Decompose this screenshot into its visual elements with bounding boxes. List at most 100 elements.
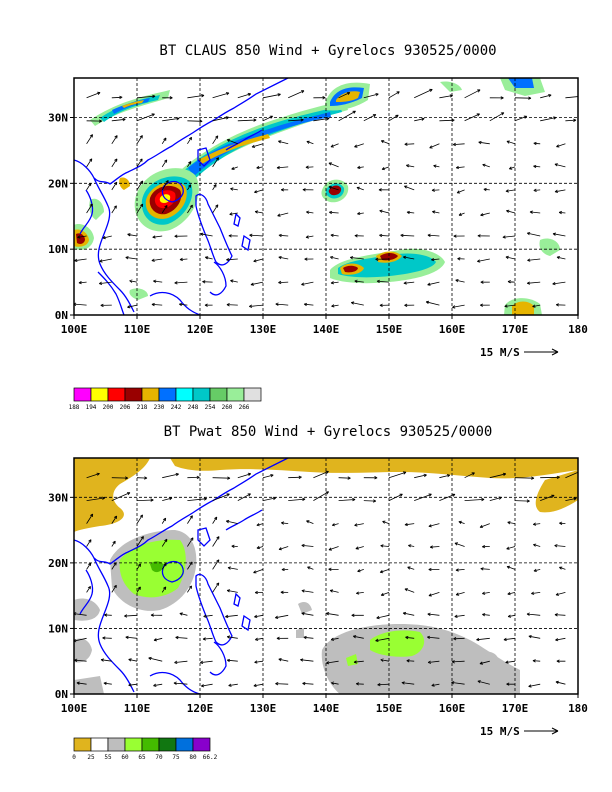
wind-vector (178, 302, 188, 307)
wind-vector (302, 681, 314, 686)
wind-vector (477, 680, 490, 685)
wind-vectors (74, 470, 578, 688)
wind-vector (253, 683, 264, 688)
wind-vector (489, 472, 507, 479)
axis-ticks: 100E 110E 120E 130E 140E 150E 160E 170E 180 0N 10N… (48, 491, 588, 715)
wind-vector (161, 562, 167, 570)
wind-vector (431, 188, 440, 192)
wind-vector (432, 210, 440, 214)
wind-vector (380, 140, 390, 145)
lon-label: 160E (439, 702, 466, 715)
wind-vector (161, 517, 167, 524)
wind-vector (86, 513, 94, 524)
wind-vector (136, 476, 148, 480)
wind-vector (301, 543, 314, 548)
lon-label: 150E (376, 323, 403, 336)
wind-vector (379, 233, 390, 238)
colorbar: 188 194 200 206 218 230 242 248 254 260 266 (69, 387, 262, 411)
wind-vector (226, 658, 238, 663)
wind-vector (305, 165, 314, 169)
wind-vector (330, 143, 339, 148)
wind-vector (381, 166, 390, 171)
wind-vector (86, 134, 93, 145)
wind-vector (375, 257, 390, 261)
colorbar-swatch (226, 387, 245, 402)
wind-vector (153, 279, 163, 283)
wind-vector (74, 302, 87, 306)
wind-vector (559, 521, 566, 525)
wind-vector (86, 472, 100, 479)
wind-vector (302, 188, 314, 192)
wind-vector (136, 203, 144, 214)
wind-vector (452, 304, 465, 309)
wind-vector (187, 497, 208, 501)
lon-label: 100E (61, 323, 88, 336)
wind-vector (351, 613, 364, 617)
wind-vector (78, 280, 87, 285)
wind-vector (504, 304, 516, 308)
wind-vector (514, 96, 532, 100)
scale-key: 15 M/S (480, 346, 559, 359)
wind-vector (262, 496, 277, 501)
wind-vector (338, 110, 356, 122)
wind-vector (248, 304, 264, 308)
wind-vector (256, 165, 264, 170)
wind-vector (254, 590, 264, 595)
wind-vector (406, 659, 415, 663)
wind-vector (354, 234, 364, 238)
wind-vector (253, 569, 264, 574)
wind-vector (531, 591, 541, 595)
wind-vector (76, 681, 87, 685)
colorbar-label: 188 (69, 404, 80, 411)
wind-vector (454, 614, 465, 618)
wind-vector (230, 279, 238, 283)
wind-vector (276, 636, 289, 640)
wind-vector (532, 659, 541, 663)
wind-vector (231, 544, 238, 548)
wind-vector (503, 637, 516, 642)
wind-vector (280, 521, 289, 525)
wind-vector (477, 258, 490, 263)
colorbar-label: 25 (87, 754, 95, 761)
colorbar-swatch (73, 737, 92, 752)
wind-vector (253, 258, 264, 263)
wind-vector (554, 613, 566, 617)
wind-vector (237, 118, 257, 122)
wind-vector (528, 635, 541, 639)
wind-vector (212, 559, 220, 570)
wind-vector (151, 258, 163, 262)
wind-vector (212, 92, 230, 99)
colorbar-swatch (192, 737, 211, 752)
wind-vector (526, 281, 541, 285)
wind-vector (256, 545, 264, 550)
wind-vector (506, 682, 516, 686)
wind-vector (540, 116, 557, 122)
wind-vector (301, 589, 314, 593)
lat-label: 30N (48, 112, 68, 125)
scale-label: 15 M/S (480, 346, 520, 359)
wind-vector (507, 521, 516, 525)
wind-vector (477, 234, 490, 238)
wind-vector (226, 589, 238, 593)
wind-vector (124, 614, 138, 618)
lon-label: 150E (376, 702, 403, 715)
wind-vector (212, 536, 220, 547)
wind-vector (313, 491, 330, 501)
wind-vector (376, 614, 390, 620)
wind-vector (237, 493, 251, 501)
wind-vector (329, 589, 339, 593)
wind-vector (426, 635, 440, 640)
wind-vector (237, 92, 252, 99)
wind-vector (439, 474, 451, 479)
wind-vector (388, 471, 407, 479)
colorbar-label: 266 (239, 404, 250, 411)
pwat-low-nw (74, 458, 150, 532)
wind-vector (281, 567, 289, 572)
wind-vector (506, 565, 516, 570)
wind-vector (379, 569, 390, 574)
wind-vector (179, 257, 188, 262)
wind-vector (402, 255, 415, 260)
wind-vector (212, 476, 231, 480)
wind-vector (254, 189, 264, 194)
wind-vector (174, 234, 188, 238)
